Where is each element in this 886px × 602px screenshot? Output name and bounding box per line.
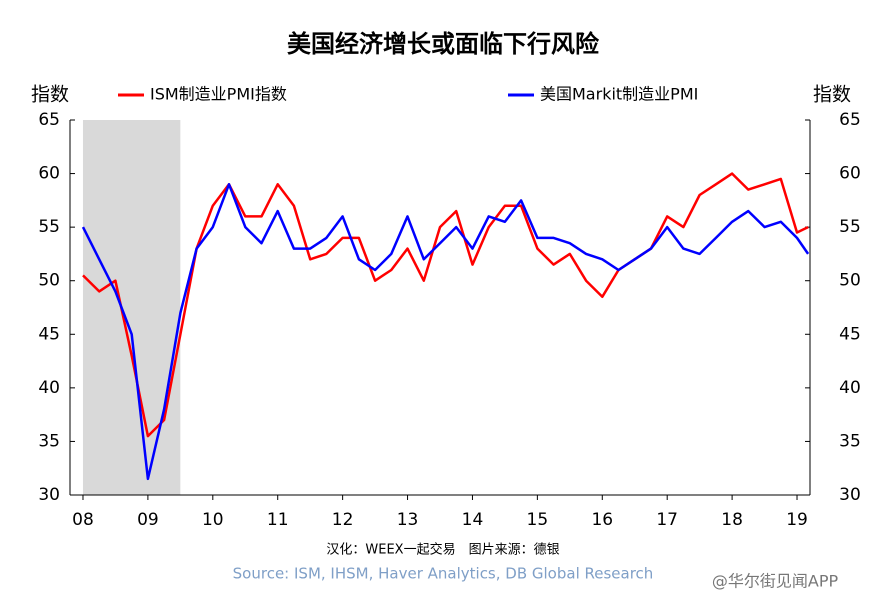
series-line — [81, 183, 810, 481]
y-tick-label: 65 — [38, 110, 60, 130]
source: Source: ISM, IHSM, Haver Analytics, DB G… — [233, 565, 654, 583]
x-tick-label: 09 — [137, 510, 159, 530]
y2-axis-title: 指数 — [813, 84, 851, 106]
y2-tick-label: 40 — [839, 378, 861, 398]
x-tick-label: 10 — [202, 510, 224, 530]
x-tick-label: 12 — [332, 510, 354, 530]
y-tick-label: 45 — [38, 324, 60, 344]
x-tick-label: 11 — [267, 510, 289, 530]
y-tick-label: 40 — [38, 378, 60, 398]
x-tick-label: 17 — [656, 510, 678, 530]
watermark: @华尔街见闻APP — [712, 572, 839, 591]
y2-tick-label: 35 — [839, 431, 861, 451]
y-tick-label: 30 — [38, 485, 60, 505]
y2-tick-label: 50 — [839, 271, 861, 291]
y2-tick-label: 30 — [839, 485, 861, 505]
x-tick-label: 08 — [72, 510, 94, 530]
y-tick-label: 50 — [38, 271, 60, 291]
legend-label: 美国Markit制造业PMI — [540, 85, 698, 104]
y2-tick-label: 60 — [839, 164, 861, 184]
x-tick-label: 15 — [527, 510, 549, 530]
y2-tick-label: 55 — [839, 217, 861, 237]
shaded-period — [82, 120, 181, 495]
x-tick-label: 16 — [591, 510, 613, 530]
x-tick-label: 13 — [397, 510, 419, 530]
y-tick-label: 60 — [38, 164, 60, 184]
x-tick-label: 18 — [721, 510, 743, 530]
chart-title: 美国经济增长或面临下行风险 — [287, 30, 600, 58]
x-tick-label: 19 — [786, 510, 808, 530]
y-axis-title: 指数 — [31, 84, 69, 106]
y-tick-label: 35 — [38, 431, 60, 451]
legend-label: ISM制造业PMI指数 — [150, 85, 287, 104]
y2-tick-label: 65 — [839, 110, 861, 130]
y-tick-label: 55 — [38, 217, 60, 237]
series-line — [82, 172, 809, 438]
credit: 汉化：WEEX一起交易 图片来源：德银 — [326, 542, 559, 558]
y2-tick-label: 45 — [839, 324, 861, 344]
x-tick-label: 14 — [462, 510, 484, 530]
